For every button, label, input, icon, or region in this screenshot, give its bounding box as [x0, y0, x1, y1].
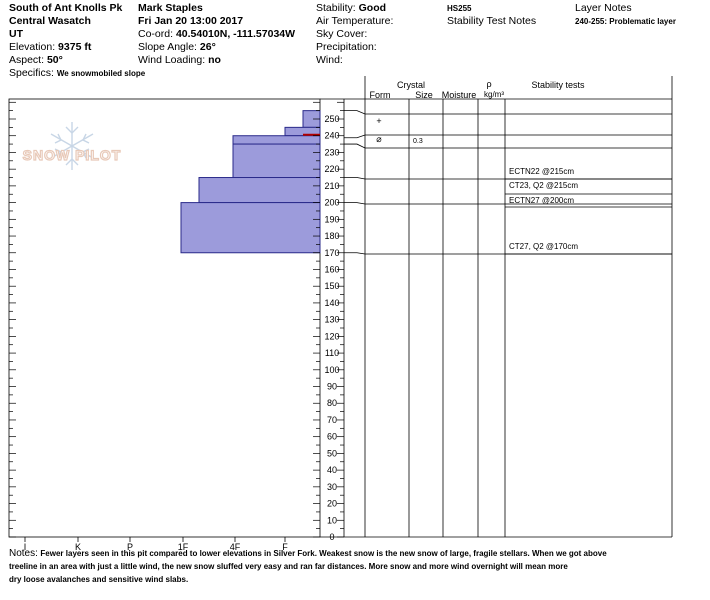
- coord-value: 40.54010N, -111.57034W: [175, 28, 296, 40]
- elevation-row: Elevation: 9375 ft: [9, 41, 91, 54]
- hardness-plot-frame: [8, 98, 321, 538]
- depth-tick-label: 240: [324, 131, 339, 141]
- layer-notes-label: Layer Notes: [575, 2, 632, 14]
- depth-tick-label: 190: [324, 214, 339, 224]
- depth-tick-label: 0: [329, 532, 334, 542]
- coord-row: Co-ord: 40.54010N, -111.57034W: [138, 28, 295, 41]
- depth-tick-label: 60: [327, 432, 337, 442]
- hardness-tick-label: P: [127, 542, 133, 552]
- depth-tick-label: 40: [327, 465, 337, 475]
- notes-line-2: treeline in an area with just a little w…: [9, 562, 568, 571]
- depth-tick-label: 110: [325, 348, 339, 358]
- crystal-header: Crystal: [397, 80, 425, 90]
- stability-test-label: ECTN22 @215cm: [509, 167, 574, 176]
- depth-tick-label: 140: [324, 298, 339, 308]
- hardness-layer-bar: [180, 202, 321, 254]
- depth-tick-label: 80: [327, 398, 337, 408]
- depth-tick-label: 30: [327, 482, 337, 492]
- size-header: Size: [415, 90, 433, 100]
- depth-tick-label: 210: [324, 181, 339, 191]
- coord-label: Co-ord:: [138, 28, 174, 40]
- depth-tick-label: 200: [324, 198, 339, 208]
- aspect-label: Aspect:: [9, 54, 45, 66]
- depth-tick-label: 10: [327, 515, 337, 525]
- specifics-row: Specifics: We snowmobiled slope: [9, 67, 145, 80]
- notes-line-1: Fewer layers seen in this pit compared t…: [40, 549, 607, 558]
- hardness-layer-bar: [198, 177, 321, 204]
- layer-boundary-line: [344, 134, 672, 139]
- stability-label: Stability:: [316, 2, 356, 14]
- stability-value: Good: [358, 2, 387, 14]
- elevation-value: 9375 ft: [58, 41, 92, 53]
- slope-label: Slope Angle:: [138, 41, 197, 53]
- wind-label: Wind:: [316, 54, 343, 66]
- density-symbol: ρ: [486, 79, 491, 89]
- depth-tick-label: 150: [324, 281, 339, 291]
- stability-row: Stability: Good: [316, 2, 386, 15]
- state: UT: [9, 28, 23, 40]
- stability-notes-label: Stability Test Notes: [447, 15, 537, 27]
- depth-tick-label: 100: [324, 365, 339, 375]
- snow-height: HS255: [447, 4, 472, 13]
- hardness-tick-label: F: [282, 542, 288, 552]
- depth-tick-label: 250: [324, 114, 339, 124]
- depth-tick-label: 220: [324, 164, 339, 174]
- depth-tick-label: 90: [327, 382, 337, 392]
- hardness-layer-bar: [232, 143, 321, 179]
- depth-tick-label: 50: [327, 448, 337, 458]
- mountain-range: Central Wasatch: [9, 15, 91, 27]
- density-unit: kg/m³: [484, 90, 504, 99]
- location-name: South of Ant Knolls Pk: [9, 2, 123, 14]
- depth-tick-label: 160: [324, 264, 339, 274]
- air-temp-label: Air Temperature:: [316, 15, 394, 27]
- depth-tick-label: 170: [324, 248, 339, 258]
- precip-label: Precipitation:: [316, 41, 377, 53]
- depth-tick-label: 20: [327, 499, 337, 509]
- logo-text: SNOW PILOT: [23, 147, 122, 163]
- layer-table-grid: [320, 76, 673, 538]
- hardness-layer-bar: [232, 135, 321, 145]
- stability-test-label: CT27, Q2 @170cm: [509, 242, 578, 251]
- elevation-label: Elevation:: [9, 41, 56, 53]
- wind-loading-value: no: [208, 54, 221, 66]
- moisture-header: Moisture: [442, 90, 477, 100]
- hardness-tick-label: I: [24, 542, 27, 552]
- wind-loading-label: Wind Loading:: [138, 54, 206, 66]
- depth-tick-label: 120: [324, 331, 339, 341]
- wind-loading-row: Wind Loading: no: [138, 54, 221, 67]
- specifics-value: We snowmobiled slope: [56, 69, 146, 78]
- observation-datetime: Fri Jan 20 13:00 2017: [138, 15, 244, 27]
- stability-tests-header: Stability tests: [531, 80, 585, 90]
- slope-row: Slope Angle: 26°: [138, 41, 216, 54]
- notes-label: Notes:: [9, 548, 38, 559]
- layer-boundary-line: [344, 202, 672, 205]
- depth-tick-label: 130: [324, 315, 339, 325]
- crystal-form-symbol: +: [376, 116, 381, 126]
- hardness-tick-label: 1F: [178, 542, 189, 552]
- aspect-value: 50°: [46, 54, 63, 66]
- layer-boundary-line: [344, 110, 672, 115]
- sky-cover-label: Sky Cover:: [316, 28, 368, 40]
- stability-test-label: ECTN27 @200cm: [509, 196, 574, 205]
- hardness-tick-label: 4F: [230, 542, 241, 552]
- layer-note: 240-255: Problematic layer: [575, 17, 676, 26]
- observer-name: Mark Staples: [138, 2, 203, 14]
- crystal-form-symbol: ⌀: [376, 134, 382, 144]
- stability-test-label: CT23, Q2 @215cm: [509, 181, 578, 190]
- crystal-size-value: 0.3: [413, 138, 423, 145]
- depth-tick-label: 180: [324, 231, 339, 241]
- depth-tick-label: 70: [327, 415, 337, 425]
- aspect-row: Aspect: 50°: [9, 54, 63, 67]
- snowpilot-logo: SNOW PILOT: [22, 122, 122, 170]
- snowflake-icon: [50, 122, 94, 170]
- slope-value: 26°: [199, 41, 216, 53]
- layer-boundary-line: [344, 143, 672, 149]
- depth-tick-label: 230: [324, 147, 339, 157]
- hardness-tick-label: K: [75, 542, 81, 552]
- specifics-label: Specifics:: [9, 67, 54, 79]
- notes-block: Notes: Fewer layers seen in this pit com…: [9, 547, 607, 586]
- form-header: Form: [370, 90, 391, 100]
- notes-line-3: dry loose avalanches and sensitive wind …: [9, 575, 189, 584]
